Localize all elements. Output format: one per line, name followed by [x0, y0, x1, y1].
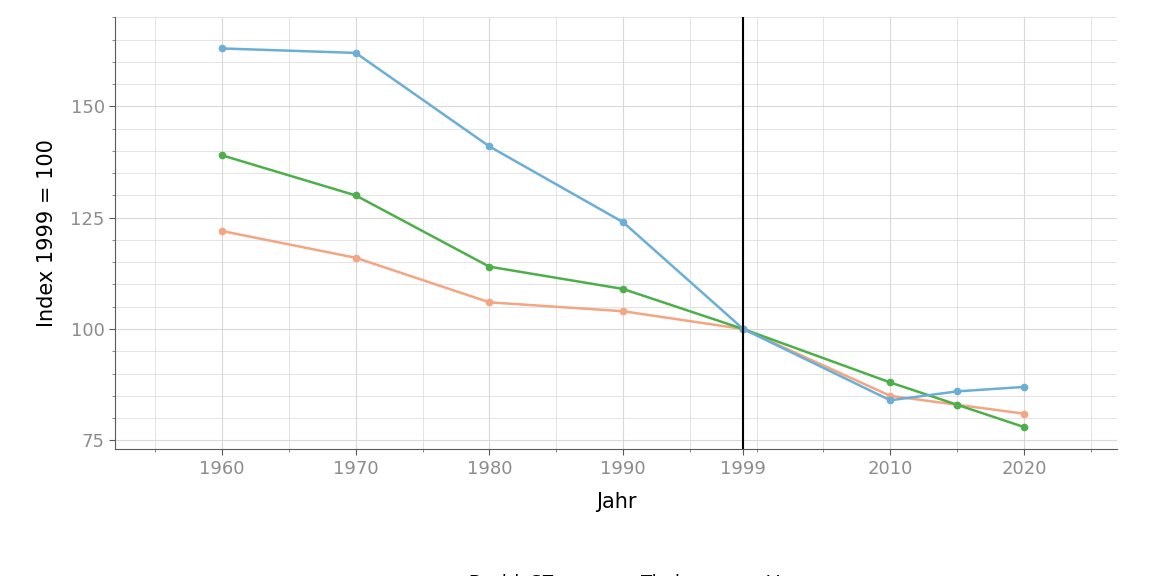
X-axis label: Jahr: Jahr: [596, 491, 637, 511]
Tirol: [215, 152, 229, 159]
Vomp: [483, 143, 497, 150]
Tirol: [950, 401, 964, 408]
Legend: Bezirk SZ, Tirol, Vomp: Bezirk SZ, Tirol, Vomp: [408, 566, 825, 576]
Tirol: [616, 286, 630, 293]
Bezirk SZ: [349, 255, 363, 262]
Vomp: [1017, 384, 1031, 391]
Line: Vomp: Vomp: [219, 46, 1028, 403]
Y-axis label: Index 1999 = 100: Index 1999 = 100: [37, 139, 56, 327]
Tirol: [884, 379, 897, 386]
Bezirk SZ: [483, 299, 497, 306]
Bezirk SZ: [616, 308, 630, 314]
Tirol: [349, 192, 363, 199]
Vomp: [616, 219, 630, 226]
Bezirk SZ: [736, 325, 750, 332]
Tirol: [1017, 423, 1031, 430]
Vomp: [736, 325, 750, 332]
Line: Tirol: Tirol: [219, 152, 1028, 430]
Vomp: [884, 397, 897, 404]
Vomp: [950, 388, 964, 395]
Bezirk SZ: [884, 392, 897, 399]
Tirol: [736, 325, 750, 332]
Vomp: [215, 45, 229, 52]
Bezirk SZ: [950, 401, 964, 408]
Bezirk SZ: [215, 228, 229, 234]
Line: Bezirk SZ: Bezirk SZ: [219, 228, 1028, 417]
Tirol: [483, 263, 497, 270]
Vomp: [349, 50, 363, 56]
Bezirk SZ: [1017, 410, 1031, 417]
